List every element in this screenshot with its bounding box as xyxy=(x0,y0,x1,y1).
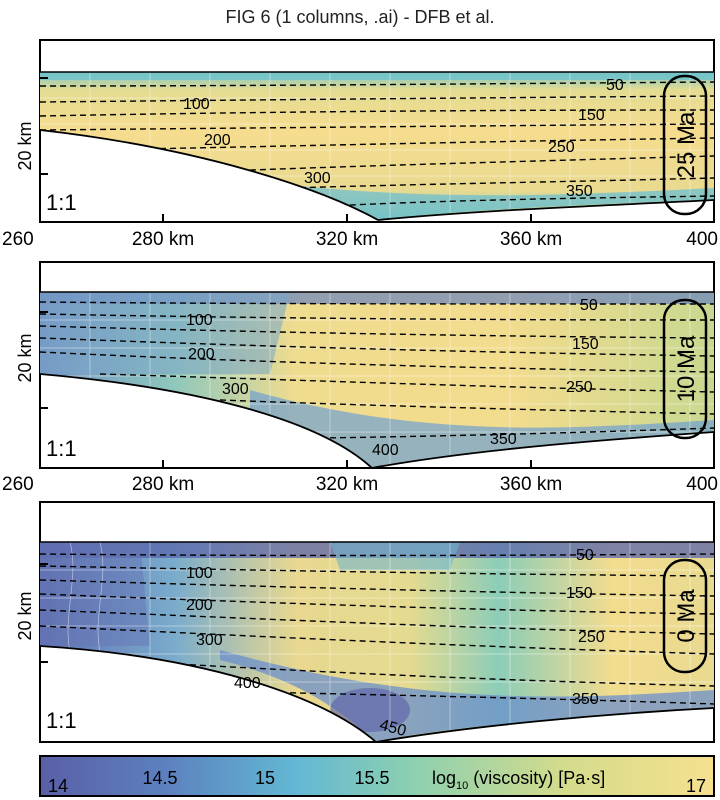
y-axis-label: 20 km xyxy=(15,333,35,382)
contour-label: 300 xyxy=(222,381,249,398)
scale-ratio: 1:1 xyxy=(46,436,77,461)
colorbar-label: log10 (viscosity) [Pa·s] xyxy=(432,768,605,792)
contour-label: 150 xyxy=(572,336,599,353)
contour-label: 350 xyxy=(490,431,517,448)
x-tick-label: 260 xyxy=(2,474,34,495)
x-tick-label: 320 km xyxy=(316,474,378,495)
contour-label: 250 xyxy=(578,629,605,646)
colorbar-tick: 15 xyxy=(255,768,275,788)
contour-label: 450 xyxy=(378,717,408,740)
colorbar-tick: 14 xyxy=(48,776,68,796)
x-tick-label: 400 xyxy=(686,229,718,250)
contour-label: 200 xyxy=(188,346,215,363)
contour-label: 100 xyxy=(186,565,213,582)
contour-label: 50 xyxy=(606,77,624,94)
age-label: 25 Ma xyxy=(673,111,700,178)
colorbar-tick: 17 xyxy=(686,776,706,796)
contour-label: 50 xyxy=(576,547,594,564)
colorbar-tick: 15.5 xyxy=(354,768,389,788)
age-label: 0 Ma xyxy=(673,589,700,643)
panel-0ma: 50 100 150 200 250 300 350 400 450 0 Ma … xyxy=(15,501,715,743)
panel-25ma: 50 100 150 200 250 300 350 25 Ma 20 km 1… xyxy=(2,39,718,250)
contour-label: 250 xyxy=(548,139,575,156)
contour-label: 400 xyxy=(372,442,399,459)
x-tick-label: 280 km xyxy=(132,474,194,495)
x-tick-label: 360 km xyxy=(500,229,562,250)
colorbar-tick: 14.5 xyxy=(142,768,177,788)
contour-label: 200 xyxy=(204,132,231,149)
y-axis-label: 20 km xyxy=(15,591,35,640)
age-badge xyxy=(662,298,708,440)
contour-label: 350 xyxy=(566,183,593,200)
contour-label: 100 xyxy=(183,96,210,113)
x-tick-label: 360 km xyxy=(500,474,562,495)
panel-10ma: 50 100 150 200 250 300 350 400 10 Ma 20 … xyxy=(2,261,718,495)
contour-label: 400 xyxy=(234,675,261,692)
age-label: 10 Ma xyxy=(673,335,700,402)
age-badge xyxy=(662,558,708,674)
x-tick-label: 260 xyxy=(2,229,34,250)
scale-ratio: 1:1 xyxy=(46,708,77,733)
x-tick-label: 320 km xyxy=(316,229,378,250)
contour-label: 200 xyxy=(186,597,213,614)
contour-label: 350 xyxy=(572,691,599,708)
contour-label: 150 xyxy=(578,107,605,124)
colorbar-gradient xyxy=(39,755,715,797)
contour-label: 300 xyxy=(304,170,331,187)
y-axis-label: 20 km xyxy=(15,121,35,170)
contour-label: 300 xyxy=(196,632,223,649)
x-tick-label: 280 km xyxy=(132,229,194,250)
contour-label: 250 xyxy=(566,379,593,396)
scale-ratio: 1:1 xyxy=(46,190,77,215)
x-tick-label: 400 xyxy=(686,474,718,495)
age-badge xyxy=(662,74,708,216)
contour-label: 50 xyxy=(580,297,598,314)
colorbar: 14 14.5 15 15.5 17 log10 (viscosity) [Pa… xyxy=(39,755,715,797)
contour-label: 100 xyxy=(186,312,213,329)
contour-label: 150 xyxy=(566,585,593,602)
figure-title: FIG 6 (1 columns, .ai) - DFB et al. xyxy=(225,7,495,27)
